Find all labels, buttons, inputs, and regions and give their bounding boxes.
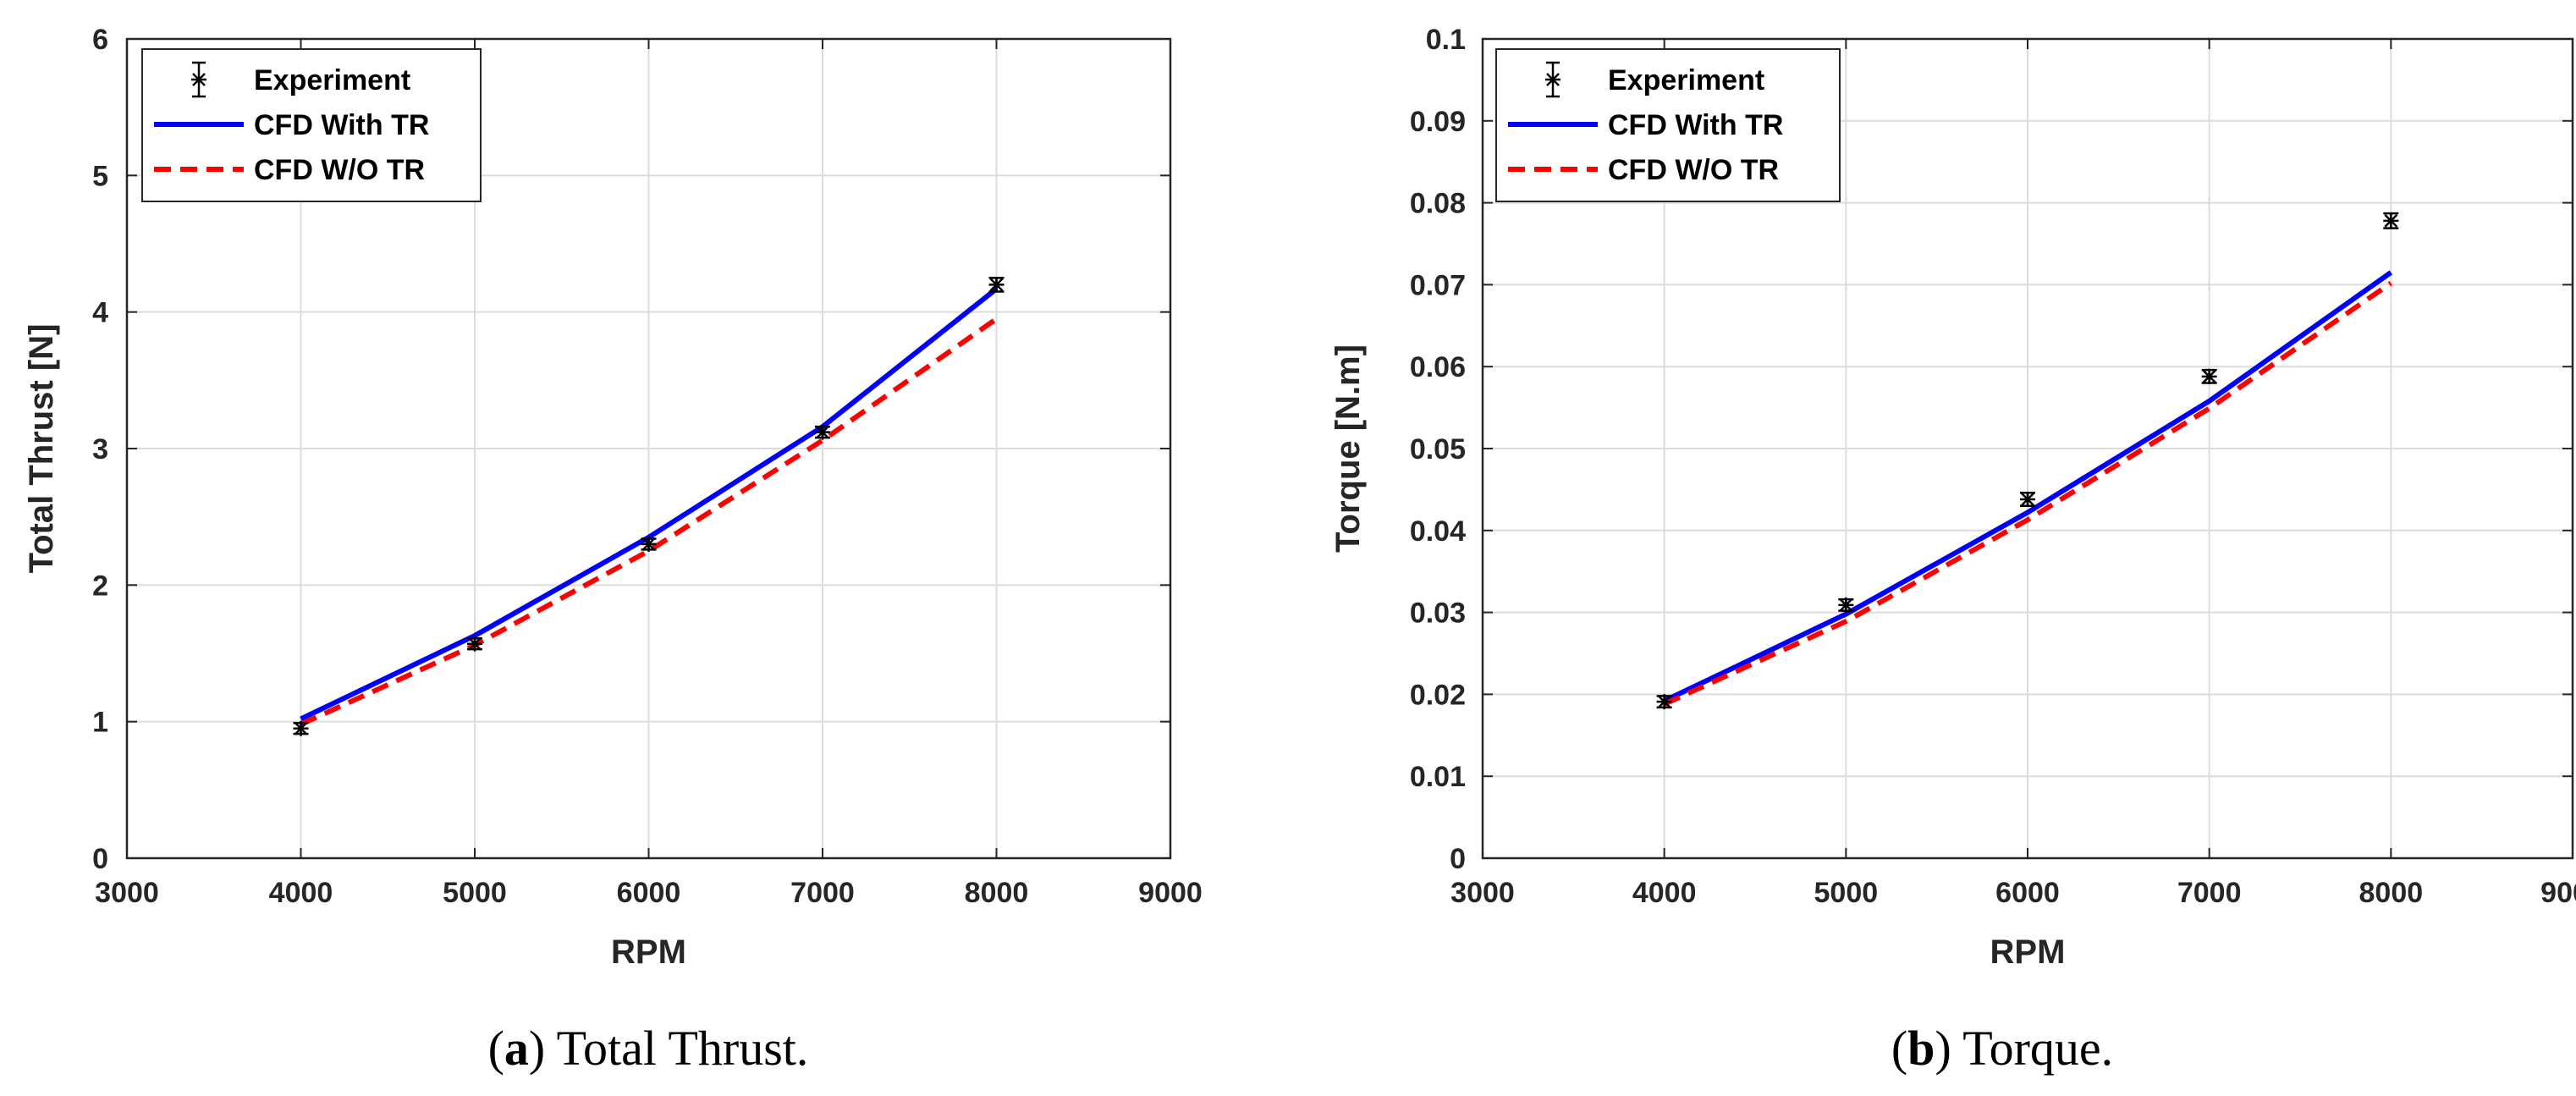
legend-entry: Experiment bbox=[1545, 61, 1764, 98]
x-tick-label: 8000 bbox=[2359, 877, 2424, 909]
legend-entry: CFD With TR bbox=[1508, 109, 1783, 141]
y-tick-label: 5 bbox=[92, 160, 108, 192]
legend-label: Experiment bbox=[1608, 64, 1764, 96]
x-tick-label: 4000 bbox=[1632, 877, 1697, 909]
experiment-point bbox=[815, 424, 830, 440]
experiment-point bbox=[988, 277, 1005, 293]
y-axis-label: Total Thrust [N] bbox=[23, 324, 60, 574]
y-tick-label: 0 bbox=[1450, 843, 1466, 875]
chart-a: 3000 4000 5000 6000 7000 8000 9000 0 1 2 3 4 5 6 RPM To… bbox=[23, 24, 1203, 1076]
legend: Experiment CFD With TR CFD W/O TR bbox=[1495, 48, 1841, 202]
y-axis-label: Torque [N.m] bbox=[1329, 344, 1367, 553]
x-tick-label: 3000 bbox=[1450, 877, 1515, 909]
y-tick-label: 6 bbox=[92, 24, 108, 56]
y-tick-label: 0.09 bbox=[1410, 106, 1466, 138]
x-tick-label: 8000 bbox=[965, 877, 1029, 909]
y-tick-label: 0.1 bbox=[1426, 24, 1466, 56]
y-tick-label: 0.01 bbox=[1410, 761, 1466, 793]
legend-label: CFD W/O TR bbox=[254, 154, 425, 186]
experiment-point bbox=[1656, 694, 1672, 710]
x-axis-label: RPM bbox=[611, 934, 686, 971]
legend-entry: CFD With TR bbox=[154, 109, 429, 141]
plot-frame bbox=[125, 37, 1172, 860]
x-tick-label: 7000 bbox=[2177, 877, 2242, 909]
x-tick-label: 4000 bbox=[269, 877, 333, 909]
series-line-cfd-with-tr bbox=[1663, 270, 2393, 703]
x-tick-label: 5000 bbox=[1814, 877, 1879, 909]
experiment-point bbox=[293, 720, 309, 736]
figure-caption: (b) Torque. bbox=[1891, 1021, 2113, 1076]
y-tick-label: 0.07 bbox=[1410, 269, 1466, 301]
chart-b: 3000 4000 5000 6000 7000 8000 9000 0 0.01 0.02 0.0… bbox=[1329, 24, 2576, 1076]
y-tick-label: 0.05 bbox=[1410, 433, 1466, 465]
experiment-point bbox=[1838, 597, 1854, 613]
experiment-point bbox=[467, 636, 482, 652]
experiment-point bbox=[2020, 492, 2035, 508]
legend-label: Experiment bbox=[254, 64, 410, 96]
y-tick-label: 0.02 bbox=[1410, 679, 1466, 711]
experiment-point bbox=[2383, 212, 2399, 229]
y-tick-label: 0.03 bbox=[1410, 598, 1466, 630]
y-tick-label: 4 bbox=[92, 297, 108, 329]
experiment-point bbox=[641, 536, 657, 552]
x-tick-label: 7000 bbox=[790, 877, 855, 909]
y-tick-label: 2 bbox=[92, 570, 108, 602]
legend-label: CFD With TR bbox=[1608, 109, 1783, 141]
x-axis-label: RPM bbox=[1990, 934, 2066, 971]
series-line-cfd-w-o-tr bbox=[1663, 280, 2393, 707]
y-tick-label: 1 bbox=[92, 707, 108, 739]
plot-frame bbox=[1481, 37, 2574, 860]
x-tick-label: 6000 bbox=[617, 877, 681, 909]
y-tick-label: 0.06 bbox=[1410, 351, 1466, 383]
y-tick-label: 3 bbox=[92, 433, 108, 465]
x-tick-label: 5000 bbox=[443, 877, 507, 909]
y-tick-label: 0.04 bbox=[1410, 515, 1466, 548]
experiment-point bbox=[2201, 368, 2217, 384]
legend-entry: CFD W/O TR bbox=[1508, 154, 1779, 186]
x-tick-label: 3000 bbox=[95, 877, 159, 909]
series-line-cfd-w-o-tr bbox=[300, 317, 999, 727]
x-tick-label: 6000 bbox=[1995, 877, 2060, 909]
y-tick-label: 0 bbox=[92, 843, 108, 875]
y-tick-label: 0.08 bbox=[1410, 188, 1466, 220]
x-tick-label: 9000 bbox=[1138, 877, 1203, 909]
figure-caption: (a) Total Thrust. bbox=[488, 1021, 809, 1076]
legend: Experiment CFD With TR CFD W/O TR bbox=[141, 48, 482, 202]
legend-label: CFD W/O TR bbox=[1608, 154, 1779, 186]
legend-entry: CFD W/O TR bbox=[154, 154, 425, 186]
legend-label: CFD With TR bbox=[254, 109, 429, 141]
legend-entry: Experiment bbox=[191, 61, 410, 98]
x-tick-label: 9000 bbox=[2540, 877, 2576, 909]
